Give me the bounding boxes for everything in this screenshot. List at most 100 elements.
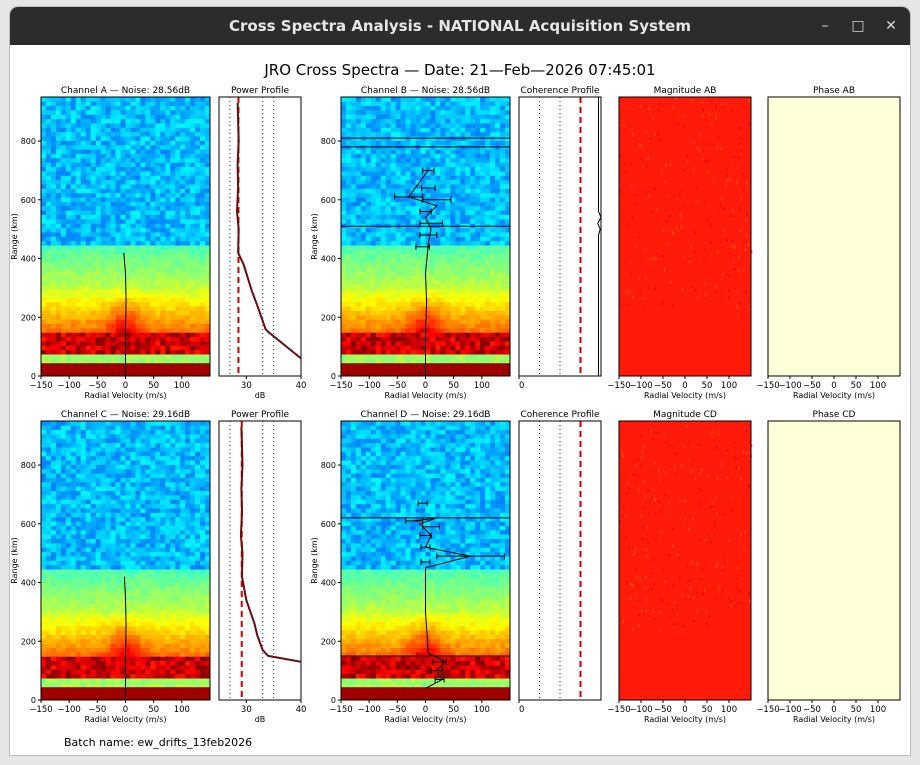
a-spectra-pixel [180, 284, 186, 290]
a-spectra-pixel [55, 97, 62, 102]
b-spectra-pixel [450, 127, 456, 133]
a-spectra-pixel [55, 136, 62, 141]
ab-magnitude-speckle-dot [735, 290, 737, 294]
b-spectra-pixel [380, 105, 387, 111]
ab-magnitude-speckle-dot [630, 185, 633, 189]
a-spectra-pixel [165, 210, 171, 215]
a-spectra-pixel [185, 210, 191, 215]
b-spectra-pixel [470, 197, 476, 202]
a-spectra-pixel [185, 249, 191, 255]
b-spectra-pixel [380, 179, 387, 185]
a-spectra-pixel [205, 162, 211, 168]
window-title: Cross Spectra Analysis - NATIONAL Acquis… [229, 17, 691, 35]
a-spectra-pixel [125, 188, 131, 194]
b-spectra-pixel [490, 253, 496, 259]
b-spectra-pixel [345, 105, 352, 111]
a-spectra-pixel [200, 197, 206, 202]
b-spectra-pixel [470, 219, 476, 224]
b-spectra-pixel [360, 131, 367, 137]
a-spectra-pixel [80, 158, 87, 163]
b-spectra-pixel [405, 110, 411, 115]
b-spectra-pixel [465, 166, 471, 172]
a-spectra-pixel [175, 306, 181, 311]
a-spectra-pixel [75, 184, 82, 189]
b-spectra-pixel [390, 258, 396, 263]
c-spectra-pixel [150, 691, 156, 696]
b-spectra-pixel [485, 101, 491, 107]
a-spectra-pixel [110, 280, 116, 285]
b-spectra-pixel [395, 105, 401, 111]
b-spectra-pixel [475, 175, 481, 181]
b-spectra-pixel [360, 345, 367, 351]
b-spectra-pixel [505, 284, 511, 290]
a-spectra-pixel [110, 336, 116, 342]
b-spectra-pixel [410, 127, 416, 133]
b-spectra-pixel [360, 158, 367, 163]
b-spectra-pixel [360, 214, 367, 220]
minimize-button[interactable]: – [821, 18, 829, 34]
b-spectra-pixel [460, 240, 466, 246]
b-spectra-pixel [420, 267, 426, 272]
b-spectra-pixel [455, 253, 461, 259]
a-spectra-pixel [115, 249, 121, 255]
b-spectra-pixel [470, 105, 476, 111]
b-spectra-pixel [445, 362, 451, 368]
b-spectra-pixel [375, 371, 382, 377]
b-spectra-pixel [420, 179, 426, 185]
b-spectra-pixel [350, 245, 357, 250]
b-spectra-pixel [485, 131, 491, 137]
close-button[interactable]: ✕ [885, 18, 897, 34]
b-spectra-pixel [360, 201, 367, 207]
c-spectra-pixel [125, 678, 131, 683]
b-spectra-pixel [375, 110, 382, 115]
a-spectra-pixel [130, 349, 136, 355]
a-spectra-ytick-label: 400 [21, 255, 36, 264]
a-spectra-pixel [125, 310, 131, 316]
a-spectra-pixel [130, 162, 136, 168]
a-spectra-pixel [100, 367, 106, 372]
a-spectra-pixel [140, 306, 146, 311]
b-spectra-pixel [385, 153, 392, 159]
b-spectra-pixel [400, 362, 406, 368]
b-spectra-pixel [415, 175, 421, 181]
a-spectra-pixel [115, 149, 121, 154]
c-spectra-pixel [190, 686, 196, 692]
ab-magnitude-speckle-dot [673, 232, 675, 236]
b-spectra-pixel [430, 332, 436, 338]
a-spectra-pixel [105, 205, 111, 211]
a-spectra-pixel [160, 341, 166, 346]
b-spectra-pixel [430, 123, 436, 128]
a-spectra-pixel [195, 175, 201, 181]
a-spectra-pixel [60, 175, 67, 181]
a-spectra-pixel [140, 227, 146, 233]
b-spectra-pixel [500, 110, 506, 115]
b-spectra-pixel [410, 371, 416, 377]
a-spectra-pixel [190, 118, 196, 124]
b-spectra-pixel [425, 184, 431, 189]
b-spectra-pixel [365, 297, 372, 303]
b-spectra-pixel [480, 345, 486, 351]
a-spectra-pixel [135, 310, 141, 316]
b-spectra-pixel [450, 358, 456, 364]
title-bar[interactable]: Cross Spectra Analysis - NATIONAL Acquis… [10, 7, 910, 45]
a-spectra-pixel [50, 149, 57, 154]
a-spectra-pixel [75, 249, 82, 255]
a-spectra-pixel [41, 175, 47, 181]
maximize-button[interactable]: □ [851, 18, 865, 34]
a-spectra-pixel [55, 188, 62, 194]
b-spectra-pixel [450, 210, 456, 215]
a-spectra-pixel [135, 245, 141, 250]
c-spectra-pixel [160, 673, 166, 679]
a-spectra-pixel [90, 358, 96, 364]
a-spectra-pixel [120, 197, 126, 202]
b-spectra-pixel [475, 101, 481, 107]
b-spectra-pixel [485, 162, 491, 168]
b-spectra-pixel [475, 166, 481, 172]
c-spectra-pixel [205, 665, 211, 670]
b-spectra-pixel [460, 288, 466, 294]
c-spectra-pixel [105, 673, 111, 679]
ab-magnitude-speckle-dot [729, 213, 732, 217]
a-spectra-pixel [95, 240, 101, 246]
b-spectra-pixel [341, 323, 347, 329]
b-spectra-pixel [430, 162, 436, 168]
